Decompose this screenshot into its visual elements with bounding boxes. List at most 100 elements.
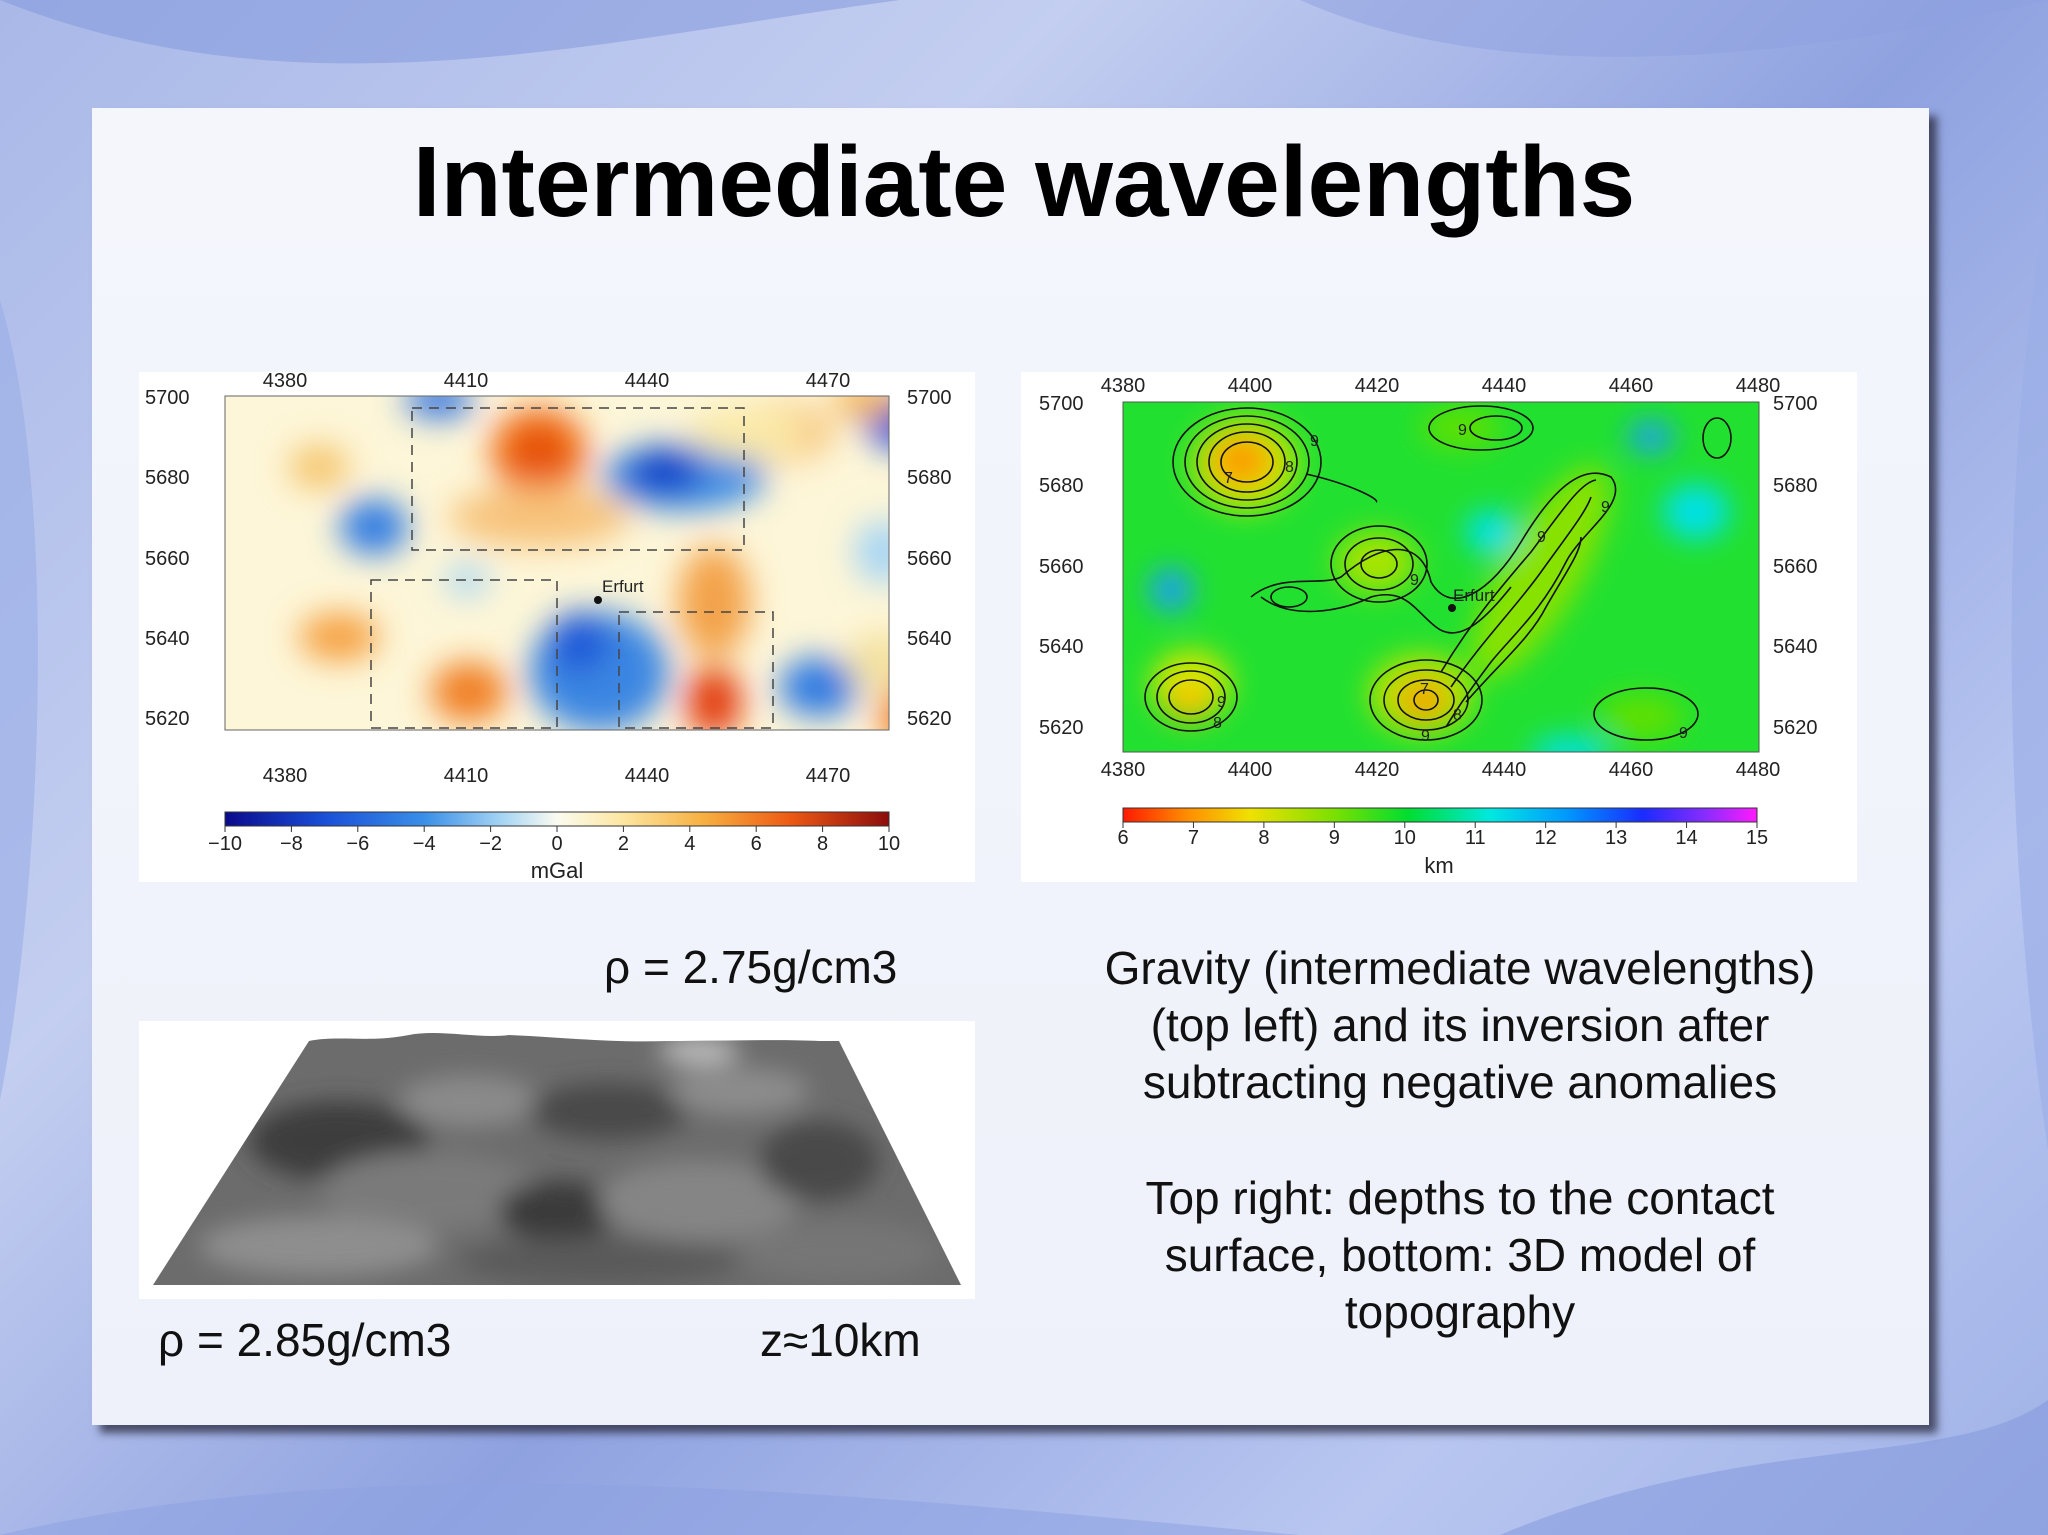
x-tick-bottom: 4380 xyxy=(1101,759,1146,781)
caption-line: Top right: depths to the contact xyxy=(1145,1172,1775,1224)
depth-contours xyxy=(1144,405,1732,741)
dashed-box-southwest xyxy=(370,579,558,729)
x-tick-bottom: 4470 xyxy=(806,765,851,787)
y-tick-right: 5680 xyxy=(907,467,952,489)
depth-colorbar-tick-label: 14 xyxy=(1675,827,1697,849)
depth-map-panel: 7 8 9 9 9 9 9 9 8 7 8 9 9 Erfurt 4380 44… xyxy=(1021,372,1857,882)
contour-label: 8 xyxy=(1453,707,1462,724)
y-tick-left: 5620 xyxy=(1039,717,1084,739)
y-tick-right: 5660 xyxy=(1773,556,1818,578)
gravity-map: Erfurt 4380 4410 4440 4470 4380 4410 444… xyxy=(145,372,952,882)
density-lower: ρ = 2.85g/cm3 xyxy=(158,1314,452,1366)
contour-label: 9 xyxy=(1421,728,1430,745)
x-tick-top: 4480 xyxy=(1736,375,1781,397)
depth-colorbar-tick-label: 8 xyxy=(1258,827,1269,849)
gravity-colorbar-unit: mGal xyxy=(531,858,584,882)
contour-label: 9 xyxy=(1458,422,1467,439)
gravity-colorbar-tick-label: 4 xyxy=(684,833,695,855)
y-tick-left: 5660 xyxy=(145,548,190,570)
contour-label: 7 xyxy=(1420,681,1429,698)
caption-line: surface, bottom: 3D model of xyxy=(1164,1229,1756,1281)
caption-line: subtracting negative anomalies xyxy=(1142,1056,1778,1108)
contour-label: 9 xyxy=(1217,694,1226,711)
gravity-colorbar-tick-label: −6 xyxy=(346,833,369,855)
y-tick-left: 5640 xyxy=(1039,636,1084,658)
x-tick-bottom: 4380 xyxy=(263,765,308,787)
y-tick-right: 5700 xyxy=(1773,393,1818,415)
y-tick-right: 5680 xyxy=(1773,475,1818,497)
density-upper: ρ = 2.75g/cm3 xyxy=(604,941,898,993)
y-tick-right: 5700 xyxy=(907,387,952,409)
y-tick-right: 5660 xyxy=(907,548,952,570)
topography-3d-model xyxy=(153,1033,961,1286)
erfurt-marker xyxy=(1448,604,1456,612)
contour-label: 8 xyxy=(1213,715,1222,732)
y-tick-left: 5700 xyxy=(145,387,190,409)
erfurt-label: Erfurt xyxy=(602,577,644,596)
depth-colorbar-unit: km xyxy=(1424,853,1453,878)
caption-gravity: Gravity (intermediate wavelengths) (top … xyxy=(1030,940,1890,1111)
y-tick-left: 5640 xyxy=(145,628,190,650)
gravity-colorbar xyxy=(224,811,890,827)
y-tick-right: 5620 xyxy=(907,708,952,730)
x-tick-bottom: 4480 xyxy=(1736,759,1781,781)
gravity-colorbar-tick-label: 6 xyxy=(751,833,762,855)
depth-label: z≈10km xyxy=(760,1314,921,1366)
topography-3d-panel xyxy=(139,1021,975,1299)
gravity-colorbar-tick-label: −4 xyxy=(413,833,436,855)
depth-colorbar xyxy=(1122,807,1758,823)
gravity-colorbar-tick-label: −8 xyxy=(280,833,303,855)
depth-colorbar-tick-label: 13 xyxy=(1605,827,1627,849)
gravity-colorbar-tick-label: 10 xyxy=(878,833,900,855)
dashed-box-north xyxy=(411,407,745,551)
x-tick-top: 4460 xyxy=(1609,375,1654,397)
gravity-colorbar-ticks: −10 −8 −6 −4 −2 0 2 4 6 8 10 xyxy=(208,826,900,855)
x-tick-top: 4470 xyxy=(806,372,851,392)
contour-label: 9 xyxy=(1679,725,1688,742)
gravity-colorbar-tick-label: 2 xyxy=(618,833,629,855)
x-tick-top: 4440 xyxy=(1482,375,1527,397)
y-tick-right: 5640 xyxy=(907,628,952,650)
contour-label: 9 xyxy=(1537,529,1546,546)
gravity-colorbar-tick-label: 0 xyxy=(551,833,562,855)
gravity-colorbar-tick-label: −2 xyxy=(479,833,502,855)
dashed-box-southeast xyxy=(618,611,774,729)
depth-colorbar-ticks: 6 7 8 9 10 11 12 13 14 15 xyxy=(1117,822,1768,849)
x-tick-bottom: 4460 xyxy=(1609,759,1654,781)
y-tick-left: 5620 xyxy=(145,708,190,730)
depth-map: 7 8 9 9 9 9 9 9 8 7 8 9 9 Erfurt 4380 44… xyxy=(1039,375,1818,878)
x-tick-bottom: 4440 xyxy=(625,765,670,787)
contour-label: 9 xyxy=(1310,433,1319,450)
caption-depths: Top right: depths to the contact surface… xyxy=(1030,1170,1890,1341)
erfurt-label: Erfurt xyxy=(1453,586,1495,605)
caption-line: Gravity (intermediate wavelengths) xyxy=(1104,942,1816,994)
caption-line: topography xyxy=(1344,1286,1576,1338)
gravity-colorbar-tick-label: −10 xyxy=(208,833,242,855)
x-tick-bottom: 4410 xyxy=(444,765,489,787)
x-tick-bottom: 4440 xyxy=(1482,759,1527,781)
depth-colorbar-tick-label: 10 xyxy=(1394,827,1416,849)
depth-colorbar-tick-label: 15 xyxy=(1746,827,1768,849)
x-tick-top: 4420 xyxy=(1355,375,1400,397)
depth-colorbar-tick-label: 11 xyxy=(1465,827,1486,849)
y-tick-left: 5700 xyxy=(1039,393,1084,415)
caption-line: (top left) and its inversion after xyxy=(1150,999,1770,1051)
y-tick-left: 5660 xyxy=(1039,556,1084,578)
depth-colorbar-tick-label: 7 xyxy=(1188,827,1199,849)
x-tick-top: 4380 xyxy=(263,372,308,392)
slide-title: Intermediate wavelengths xyxy=(412,126,1636,238)
x-tick-bottom: 4400 xyxy=(1228,759,1273,781)
x-tick-top: 4380 xyxy=(1101,375,1146,397)
x-tick-top: 4400 xyxy=(1228,375,1273,397)
depth-colorbar-tick-label: 12 xyxy=(1535,827,1557,849)
gravity-map-panel: Erfurt 4380 4410 4440 4470 4380 4410 444… xyxy=(139,372,975,882)
contour-label: 8 xyxy=(1285,459,1294,476)
contour-label: 9 xyxy=(1410,572,1419,589)
depth-colorbar-tick-label: 9 xyxy=(1329,827,1340,849)
y-tick-left: 5680 xyxy=(145,467,190,489)
y-tick-right: 5640 xyxy=(1773,636,1818,658)
x-tick-bottom: 4420 xyxy=(1355,759,1400,781)
gravity-colorbar-tick-label: 8 xyxy=(817,833,828,855)
depth-colorbar-tick-label: 6 xyxy=(1117,827,1128,849)
